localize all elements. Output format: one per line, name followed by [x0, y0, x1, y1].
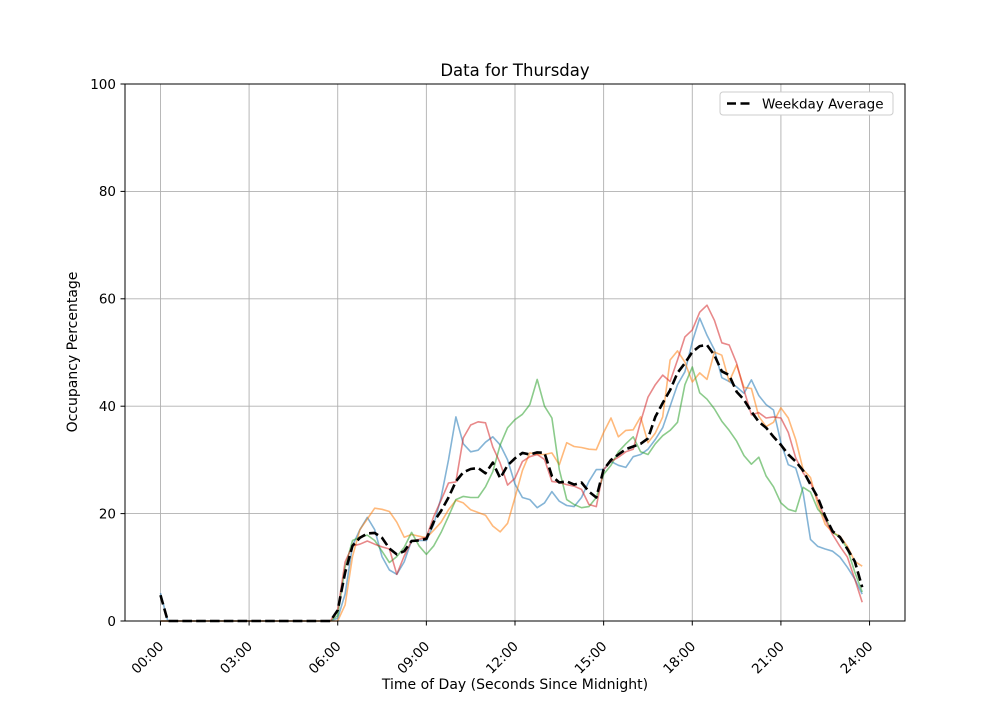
x-tick-label: 00:00 [128, 639, 167, 678]
series-line-thursday-instance-3 [160, 366, 863, 622]
legend-label: Weekday Average [762, 97, 884, 113]
x-tick-label: 06:00 [306, 639, 345, 678]
x-tick-label: 24:00 [838, 639, 877, 678]
y-axis-label: Occupancy Percentage [65, 272, 81, 433]
axes: 00:00 03:00 06:00 09:00 12:00 15:00 18:00 21:00… [90, 77, 906, 678]
series-line-thursday-instance-1 [159, 317, 863, 622]
x-tick-label: 03:00 [217, 639, 256, 678]
y-tick-label: 20 [99, 506, 116, 522]
x-tick-label: 09:00 [394, 639, 433, 678]
grid-lines [125, 83, 905, 622]
x-tick-label: 18:00 [660, 639, 699, 678]
x-tick-label: 21:00 [749, 639, 788, 678]
x-axis-label: Time of Day (Seconds Since Midnight) [381, 677, 648, 693]
x-tick-label: 15:00 [572, 639, 611, 678]
y-tick-label: 40 [99, 399, 116, 415]
data-series [159, 304, 864, 623]
y-tick-label: 0 [107, 614, 116, 630]
legend: Weekday Average [719, 91, 894, 116]
series-line-weekday-average [159, 343, 864, 623]
y-tick-label: 100 [90, 77, 116, 93]
chart-title: Data for Thursday [440, 61, 590, 80]
y-tick-label: 60 [99, 292, 116, 308]
legend-box [719, 91, 894, 116]
y-tick-label: 80 [99, 184, 116, 200]
x-tick-label: 12:00 [483, 639, 522, 678]
